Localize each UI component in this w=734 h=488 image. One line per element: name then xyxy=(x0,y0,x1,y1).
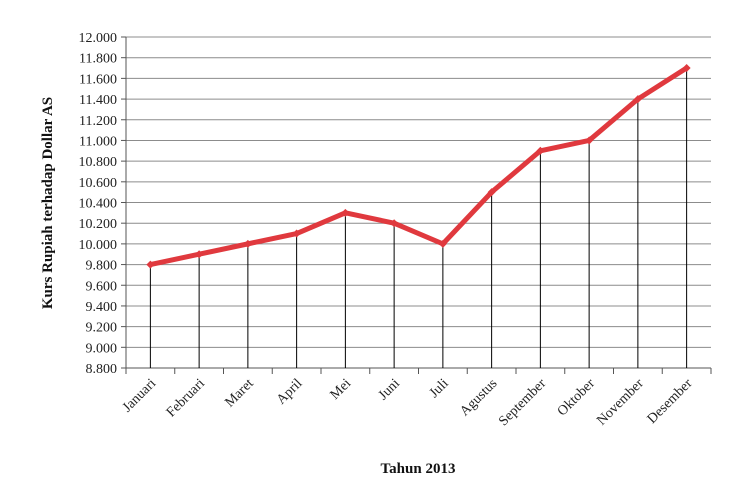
series-group xyxy=(146,64,691,269)
x-axis-title: Tahun 2013 xyxy=(381,461,456,477)
data-point xyxy=(682,64,691,73)
y-tick-label: 9.600 xyxy=(86,279,118,294)
x-tick-label: Februari xyxy=(164,376,208,420)
y-tick-label: 10.200 xyxy=(79,217,118,232)
gridlines xyxy=(126,36,711,369)
data-point xyxy=(195,250,204,259)
data-point xyxy=(585,136,594,145)
data-point xyxy=(438,239,447,248)
x-tick-label: Januari xyxy=(120,376,159,415)
y-tick-label: 9.000 xyxy=(86,341,118,356)
x-tick-label: Juni xyxy=(376,376,403,403)
data-point xyxy=(292,229,301,238)
y-tick-label: 10.400 xyxy=(79,197,118,212)
y-tick-label: 11.000 xyxy=(79,134,117,149)
y-tick-label: 10.800 xyxy=(79,155,118,170)
y-tick-label: 9.800 xyxy=(86,259,118,274)
data-point xyxy=(146,260,155,269)
y-tick-label: 9.200 xyxy=(86,321,118,336)
data-point xyxy=(487,188,496,197)
y-tick-label: 9.400 xyxy=(86,300,118,315)
y-tick-label: 12.000 xyxy=(79,31,118,46)
x-tick-label: November xyxy=(594,376,647,429)
x-tick-label: Juli xyxy=(427,376,452,401)
x-tick-label: Oktober xyxy=(555,376,598,419)
y-tick-label: 11.400 xyxy=(79,93,117,108)
x-tick-labels: Januari Februari Maret April Mei Juni Juli Agus… xyxy=(120,376,696,429)
x-tick-label: Maret xyxy=(222,376,256,410)
y-tick-label: 10.000 xyxy=(79,238,118,253)
data-point xyxy=(243,239,252,248)
y-axis-title: Kurs Rupiah terhadap Dollar AS xyxy=(40,97,56,309)
x-tick-label: September xyxy=(496,376,549,429)
x-tick-label: Desember xyxy=(645,376,696,427)
data-point xyxy=(633,95,642,104)
data-point xyxy=(536,146,545,155)
data-point xyxy=(390,219,399,228)
x-tick-label: Agustus xyxy=(457,376,500,419)
y-tick-label: 11.200 xyxy=(79,114,117,129)
y-tick-labels: 8.800 9.000 9.200 9.400 9.600 9.800 10.000 10.2… xyxy=(79,31,118,377)
y-tick-label: 10.600 xyxy=(79,176,118,191)
x-tick-label: Mei xyxy=(328,376,355,403)
y-tick-label: 8.800 xyxy=(86,362,118,377)
series-line xyxy=(147,65,690,268)
y-tick-label: 11.600 xyxy=(79,72,117,87)
drop-lines xyxy=(149,68,688,368)
axes xyxy=(121,36,712,374)
data-point xyxy=(341,208,350,217)
y-tick-label: 11.800 xyxy=(79,52,117,67)
x-tick-label: April xyxy=(274,376,306,408)
